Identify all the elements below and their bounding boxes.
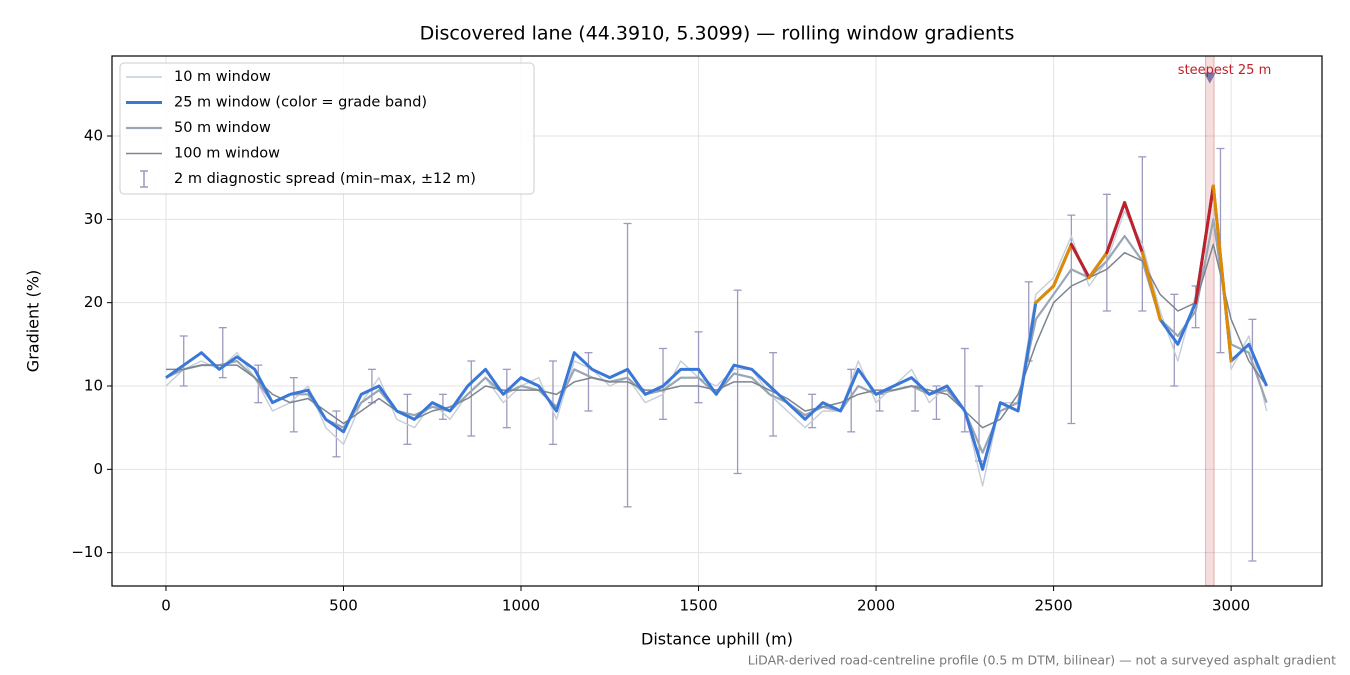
y-axis-label: Gradient (%) (24, 270, 43, 372)
legend: 10 m window 25 m window (color = grade ba… (119, 62, 535, 195)
grade-segment (1123, 201, 1144, 255)
grade-segment (1034, 284, 1056, 305)
x-tick-label: 1000 (502, 597, 540, 615)
series-line (165, 193, 1268, 487)
legend-label: 100 m window (174, 146, 280, 162)
x-tick-label: 2500 (1034, 597, 1072, 615)
grade-segment (1194, 184, 1215, 305)
y-tick-label: 10 (84, 377, 103, 395)
y-tick-label: −10 (71, 543, 103, 561)
grade-segment (1140, 251, 1162, 321)
x-axis-label: Distance uphill (m) (641, 630, 793, 649)
footnote: LiDAR-derived road-centreline profile (0… (748, 653, 1336, 668)
series-line (165, 184, 1268, 471)
legend-label: 10 m window (174, 69, 271, 85)
grade-segment (1052, 242, 1073, 288)
series-line (165, 218, 1268, 454)
grade-segment (1069, 242, 1091, 280)
steepest-label: steepest 25 m (1178, 63, 1271, 78)
legend-label: 2 m diagnostic spread (min–max, ±12 m) (174, 171, 476, 187)
y-tick-label: 30 (84, 210, 103, 228)
x-tick-label: 2000 (857, 597, 895, 615)
chart-title: Discovered lane (44.3910, 5.3099) — roll… (420, 23, 1015, 45)
x-tick-label: 0 (161, 597, 171, 615)
series-line (165, 243, 1268, 429)
y-tick-label: 20 (84, 293, 103, 311)
x-tick-label: 500 (329, 597, 358, 615)
legend-label: 25 m window (color = grade band) (174, 95, 427, 111)
steepest-marker (1203, 72, 1216, 84)
grade-segment (1087, 251, 1109, 280)
y-tick-label: 0 (93, 460, 103, 478)
y-tick-label: 40 (84, 127, 103, 145)
legend-label: 50 m window (174, 120, 271, 136)
x-tick-label: 3000 (1212, 597, 1250, 615)
plot-frame (111, 55, 1323, 587)
steepest-band (1205, 55, 1215, 587)
x-tick-label: 1500 (679, 597, 717, 615)
grade-segment (1105, 201, 1127, 255)
grade-segment (1211, 184, 1233, 363)
legend-box (119, 62, 535, 195)
